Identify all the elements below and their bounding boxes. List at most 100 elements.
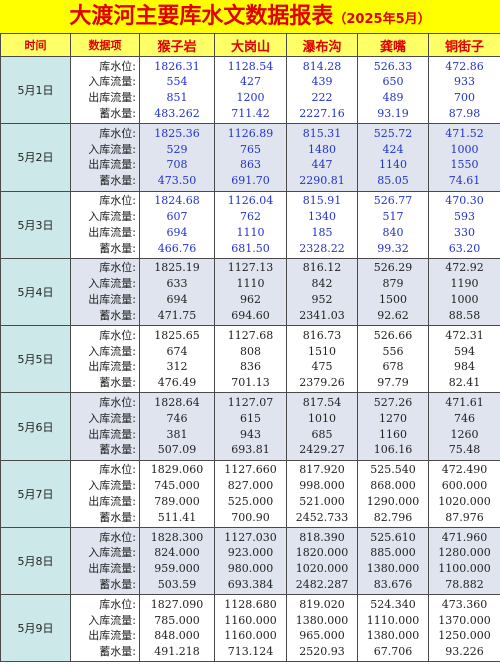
item-label: 入库流量:	[88, 209, 136, 223]
station-values: 472.490 600.000 1020.000 87.976	[428, 459, 500, 529]
value-cell: 593	[454, 209, 475, 223]
value-cell: 471.61	[445, 396, 484, 410]
value-cell: 471.52	[445, 126, 484, 140]
item-labels: 库水位: 入库流量: 出库流量: 蓄水量:	[70, 459, 140, 529]
item-label: 蓄水量:	[99, 376, 136, 390]
date-cell: 5月3日	[0, 190, 71, 259]
item-label: 出库流量:	[88, 225, 136, 239]
station-values: 524.340 1110.000 1380.000 67.706	[357, 594, 429, 663]
value-cell: 439	[311, 75, 333, 89]
item-label: 蓄水量:	[99, 174, 136, 188]
value-cell: 526.77	[373, 194, 413, 208]
value-cell: 824.000	[154, 546, 200, 560]
value-cell: 1160.000	[224, 629, 277, 643]
value-cell: 78.882	[445, 578, 484, 592]
value-cell: 222	[311, 91, 333, 105]
value-cell: 1010	[308, 411, 336, 425]
item-label: 蓄水量:	[99, 510, 136, 524]
value-cell: 63.20	[448, 241, 481, 255]
day-row: 5月1日 库水位: 入库流量: 出库流量: 蓄水量: 1826.31 554 851 483.2…	[0, 55, 500, 125]
value-cell: 1000	[450, 142, 479, 156]
station-values: 815.91 1340 185 2328.22	[286, 190, 358, 259]
station-values: 818.390 1820.000 1020.000 2482.287	[286, 527, 358, 596]
value-cell: 1110	[236, 277, 265, 291]
value-cell: 808	[240, 344, 261, 358]
station-values: 471.52 1000 1550 74.61	[428, 123, 500, 192]
value-cell: 1127.030	[224, 530, 277, 544]
value-cell: 817.54	[302, 396, 342, 410]
value-cell: 74.61	[448, 174, 481, 188]
value-cell: 848.000	[154, 629, 200, 643]
value-cell: 88.58	[448, 308, 481, 322]
value-cell: 2341.03	[299, 308, 345, 322]
item-label: 库水位:	[99, 59, 136, 73]
station-values: 817.54 1010 685 2429.27	[286, 392, 358, 461]
value-cell: 2379.26	[299, 376, 345, 390]
date-cell: 5月4日	[0, 257, 71, 327]
value-cell: 1126.04	[227, 194, 274, 208]
item-label: 出库流量:	[88, 91, 136, 105]
header-row: 时间 数据项 猴子岩 大岗山 瀑布沟 龚嘴 铜街子	[0, 33, 500, 57]
value-cell: 97.79	[377, 376, 409, 390]
value-cell: 526.33	[373, 59, 413, 73]
value-cell: 1480	[308, 142, 336, 156]
value-cell: 1827.090	[150, 597, 204, 611]
item-label: 蓄水量:	[99, 645, 136, 659]
value-cell: 762	[240, 209, 261, 223]
item-label: 出库流量:	[88, 427, 136, 441]
value-cell: 99.32	[377, 241, 409, 255]
value-cell: 952	[311, 293, 333, 307]
item-label: 出库流量:	[88, 293, 136, 307]
value-cell: 1128.680	[224, 597, 277, 611]
value-cell: 312	[166, 360, 188, 374]
station-values: 1126.89 765 863 691.70	[214, 123, 287, 192]
item-label: 库水位:	[99, 396, 136, 410]
item-labels: 库水位: 入库流量: 出库流量: 蓄水量:	[70, 190, 140, 259]
item-label: 入库流量:	[88, 344, 136, 358]
report-title: 大渡河主要库水文数据报表（2025年5月）	[0, 0, 500, 34]
value-cell: 554	[166, 75, 188, 89]
value-cell: 840	[382, 225, 404, 239]
value-cell: 984	[454, 360, 475, 374]
station-values: 1829.060 745.000 789.000 511.41	[139, 459, 215, 529]
header-item: 数据项	[70, 33, 140, 57]
value-cell: 746	[454, 411, 475, 425]
station-values: 1127.07 615 943 693.81	[214, 392, 287, 461]
value-cell: 1500	[379, 293, 407, 307]
value-cell: 765	[240, 142, 261, 156]
value-cell: 471.960	[441, 530, 488, 544]
value-cell: 694	[166, 293, 188, 307]
day-row: 5月4日 库水位: 入库流量: 出库流量: 蓄水量: 1825.19 633 694 471.7…	[0, 257, 500, 327]
item-label: 库水位:	[99, 194, 136, 208]
value-cell: 1160	[379, 427, 407, 441]
value-cell: 2290.81	[299, 174, 345, 188]
item-label: 蓄水量:	[99, 241, 136, 255]
item-labels: 库水位: 入库流量: 出库流量: 蓄水量:	[70, 527, 140, 596]
day-row: 5月3日 库水位: 入库流量: 出库流量: 蓄水量: 1824.68 607 694 466.7…	[0, 190, 500, 259]
day-row: 5月2日 库水位: 入库流量: 出库流量: 蓄水量: 1825.36 529 708 473.5…	[0, 123, 500, 192]
station-values: 819.020 1380.000 965.000 2520.93	[286, 594, 358, 663]
item-label: 库水位:	[99, 328, 136, 342]
value-cell: 868.000	[370, 479, 416, 493]
value-cell: 1340	[308, 209, 336, 223]
value-cell: 836	[240, 360, 261, 374]
item-label: 蓄水量:	[99, 443, 136, 457]
value-cell: 1127.68	[227, 328, 274, 342]
date-cell: 5月9日	[0, 594, 71, 663]
value-cell: 1200	[236, 91, 265, 105]
value-cell: 1127.13	[227, 261, 274, 275]
item-label: 出库流量:	[88, 562, 136, 576]
value-cell: 82.796	[373, 510, 413, 524]
value-cell: 1380.000	[366, 629, 420, 643]
value-cell: 473.50	[157, 174, 197, 188]
station-values: 1128.54 427 1200 711.42	[214, 55, 287, 125]
value-cell: 472.92	[445, 261, 484, 275]
station-values: 471.960 1280.000 1100.000 78.882	[428, 527, 500, 596]
item-labels: 库水位: 入库流量: 出库流量: 蓄水量:	[70, 594, 140, 663]
station-values: 525.72 424 1140 85.05	[357, 123, 429, 192]
value-cell: 517	[382, 209, 404, 223]
station-values: 814.28 439 222 2227.16	[286, 55, 358, 125]
value-cell: 67.706	[373, 645, 413, 659]
station-values: 1825.36 529 708 473.50	[139, 123, 215, 192]
value-cell: 2452.733	[295, 510, 349, 524]
